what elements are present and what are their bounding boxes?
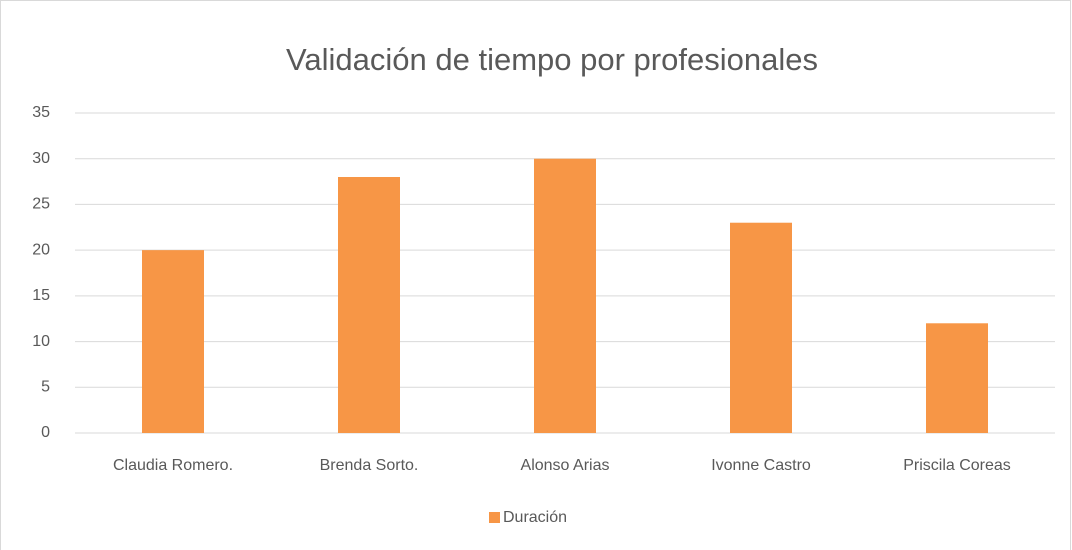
y-tick-label: 25	[32, 196, 50, 213]
x-tick-label: Brenda Sorto.	[320, 457, 419, 474]
y-tick-label: 30	[32, 150, 50, 167]
legend-label: Duración	[503, 509, 567, 526]
bar	[338, 177, 400, 433]
y-tick-label: 5	[41, 379, 50, 396]
x-tick-label: Alonso Arias	[521, 457, 610, 474]
chart-title: Validación de tiempo por profesionales	[286, 42, 818, 77]
bar	[534, 158, 596, 433]
x-tick-label: Ivonne Castro	[711, 457, 811, 474]
y-tick-label: 15	[32, 287, 50, 304]
x-tick-label: Claudia Romero.	[113, 457, 233, 474]
y-tick-label: 20	[32, 241, 50, 258]
bar	[142, 250, 204, 433]
x-tick-label: Priscila Coreas	[903, 457, 1011, 474]
legend-swatch	[489, 512, 500, 523]
y-tick-label: 10	[32, 333, 50, 350]
bar	[730, 222, 792, 433]
y-tick-label: 0	[41, 424, 50, 441]
bar	[926, 323, 988, 433]
y-tick-label: 35	[32, 104, 50, 121]
